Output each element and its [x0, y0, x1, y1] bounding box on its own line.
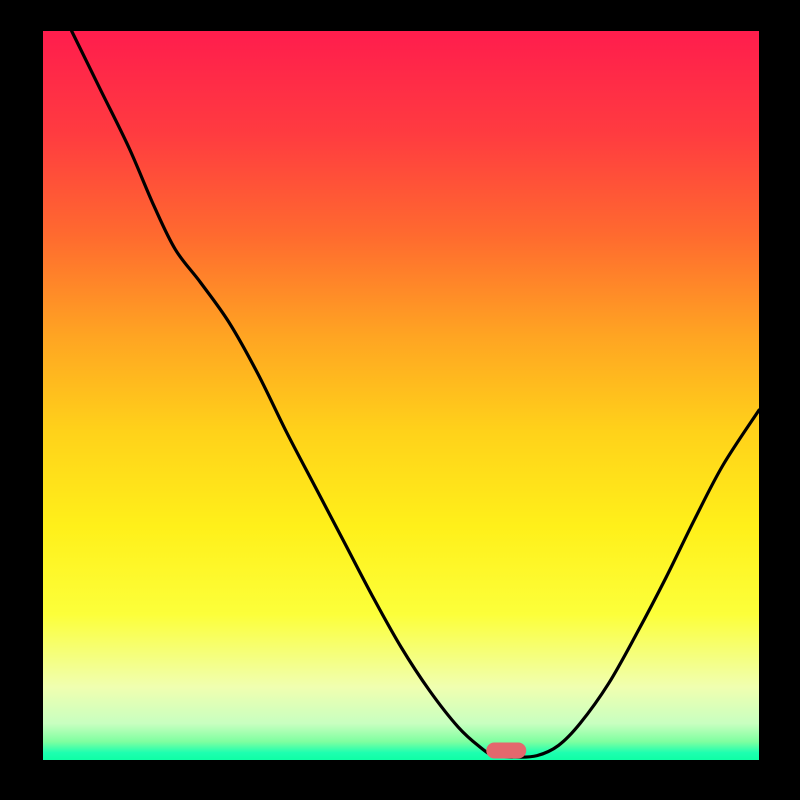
optimal-marker [486, 743, 526, 759]
bottleneck-chart [0, 0, 800, 800]
plot-area [43, 31, 759, 760]
stage: TheBottleNecker.com [0, 0, 800, 800]
